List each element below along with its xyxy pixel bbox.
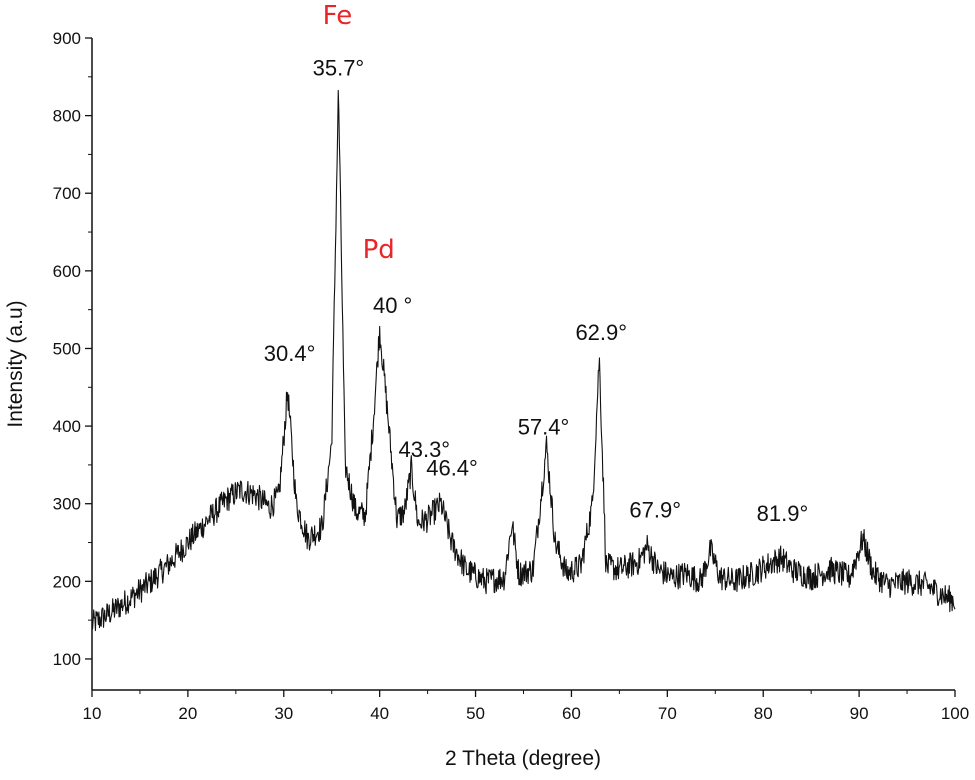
x-tick-label: 80: [754, 704, 773, 723]
x-tick-label: 60: [562, 704, 581, 723]
element-annotations: Fe Pd: [323, 1, 395, 265]
peak-label: 57.4°: [518, 415, 570, 440]
peak-label: 67.9°: [629, 497, 681, 522]
y-tick-label: 600: [53, 262, 81, 281]
y-tick-label: 900: [53, 29, 81, 48]
x-axis-title: 2 Theta (degree): [445, 747, 601, 770]
peak-label: 46.4°: [426, 456, 478, 481]
peak-label: 35.7°: [313, 55, 365, 80]
x-tick-label: 50: [466, 704, 485, 723]
plot-area: [91, 38, 955, 691]
y-axis-title: Intensity (a.u): [4, 300, 27, 427]
peak-label: 43.3°: [398, 437, 450, 462]
y-tick-label: 500: [53, 339, 81, 358]
x-tick-label: 70: [658, 704, 677, 723]
element-label: Fe: [323, 1, 353, 31]
x-tick-label: 30: [274, 704, 293, 723]
x-tick-label: 10: [83, 704, 102, 723]
y-tick-label: 700: [53, 184, 81, 203]
x-tick-label: 100: [941, 704, 969, 723]
x-axis-ticks: 10 20 30 40 50 60 70 80 90 100: [83, 690, 969, 723]
y-tick-label: 800: [53, 107, 81, 126]
y-tick-label: 300: [53, 495, 81, 514]
peak-label: 40 °: [373, 293, 412, 318]
x-tick-label: 20: [178, 704, 197, 723]
y-tick-label: 200: [53, 572, 81, 591]
y-axis-ticks: 100 200 300 400 500 600 700 800 900: [53, 29, 92, 669]
y-tick-label: 400: [53, 417, 81, 436]
x-tick-label: 40: [370, 704, 389, 723]
xrd-pattern-line: [91, 89, 956, 632]
peak-label: 81.9°: [757, 501, 809, 526]
peak-annotations: 30.4° 35.7° 40 ° 43.3°46.4° 57.4° 62.9° 67.9° 8…: [264, 55, 808, 526]
peak-label: 62.9°: [575, 320, 627, 345]
y-tick-label: 100: [53, 650, 81, 669]
x-tick-label: 90: [850, 704, 869, 723]
peak-label: 30.4°: [264, 341, 316, 366]
element-label: Pd: [363, 235, 395, 265]
